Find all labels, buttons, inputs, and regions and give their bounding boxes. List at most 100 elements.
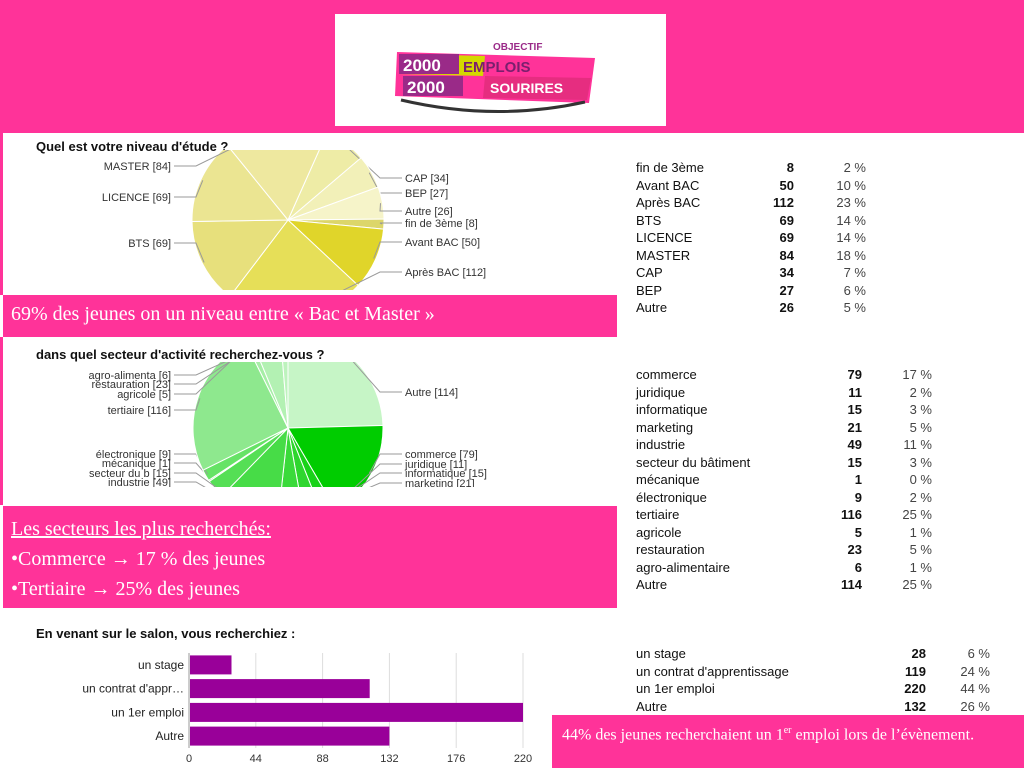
sector-stat-row: informatique 15 3 % <box>636 401 932 419</box>
bar-x-tick-label: 132 <box>380 753 398 765</box>
bar-category-label: un 1er emploi <box>111 705 184 719</box>
sector-stat-count: 6 <box>854 559 862 575</box>
sector-stat-pct: 11 % <box>903 437 932 452</box>
stats-table-sector: commerce 79 17 % juridique 11 2 % informatique… <box>636 366 932 594</box>
education-stat-pct: 2 % <box>843 160 866 175</box>
education-stat-count: 27 <box>779 282 794 298</box>
pie2-slice-label: marketing [21] <box>405 478 475 487</box>
education-stat-label: CAP <box>636 265 663 280</box>
goal-stat-row: Autre 132 26 % <box>636 698 990 716</box>
callout-sector-line2: •Tertiaire → 25% des jeunes <box>11 578 240 600</box>
sector-stat-label: juridique <box>636 384 686 400</box>
pie2-slice-label: électronique [9] <box>96 449 171 461</box>
pie1-leader-line <box>174 242 205 263</box>
callout-sector-title: Les secteurs les plus recherchés: <box>11 518 271 540</box>
pie1-slice <box>191 219 290 290</box>
bar-svg: 0 44 88 132 176 220 un stage un contrat d'appr…… <box>82 653 532 765</box>
bar-category-label: un contrat d'appr… <box>82 682 184 696</box>
sector-stat-row: agro-alimentaire 6 1 % <box>636 559 932 577</box>
callout-goal-suffix: emploi lors de l’évènement. <box>791 726 975 744</box>
pie2-slice-label: agricole [5] <box>117 389 171 401</box>
pie2-slice <box>287 424 384 487</box>
sector-stat-count: 11 <box>848 384 862 400</box>
pie2-slice <box>282 362 289 429</box>
education-stat-row: BTS 69 14 % <box>636 212 866 230</box>
pie2-leader-line <box>369 482 402 487</box>
pie2-slice <box>287 427 313 487</box>
pie1-slice <box>230 150 320 221</box>
bar-x-tick-label: 0 <box>186 753 192 765</box>
bar-category-label: un stage <box>138 658 184 672</box>
education-stat-pct: 5 % <box>843 300 866 315</box>
pie2-leader-line <box>174 362 226 376</box>
sector-stat-row: mécanique 1 0 % <box>636 471 932 489</box>
pie2-leader-line <box>174 362 231 395</box>
stats-table-goal: un stage 28 6 % un contrat d'apprentissage 1… <box>636 645 990 715</box>
logo-line1-number: 2000 <box>403 56 441 75</box>
education-stat-label: fin de 3ème <box>636 160 704 175</box>
education-stat-count: 112 <box>773 195 794 210</box>
education-stat-label: BTS <box>636 212 662 228</box>
pie1-svg: CAP [34] BEP [27] Autre [26]fin de 3ème [8… <box>102 150 486 290</box>
pie1-leader-line <box>373 241 402 259</box>
pie2-leader-line <box>354 463 402 487</box>
sector-stat-count: 116 <box>841 507 862 522</box>
pie2-slice <box>287 362 384 429</box>
pie1-slice-label: BTS [69] <box>128 238 171 250</box>
sector-stat-pct: 3 % <box>909 402 932 417</box>
callout-education-text: 69% des jeunes on un niveau entre « Bac … <box>11 303 435 325</box>
sector-stat-pct: 2 % <box>909 384 932 400</box>
goal-stat-count: 28 <box>911 646 926 661</box>
bar-x-tick-label: 44 <box>250 753 262 765</box>
pie1-title: Quel est votre niveau d'étude ? <box>36 139 229 154</box>
education-stat-count: 69 <box>779 212 794 228</box>
left-edge-strip <box>0 133 3 295</box>
sector-stat-label: électronique <box>636 489 707 505</box>
sector-stat-label: tertiaire <box>636 507 680 522</box>
education-stat-pct: 18 % <box>836 247 866 263</box>
pie1-slice-label: CAP [34] <box>405 173 449 185</box>
goal-stat-label: un stage <box>636 646 686 661</box>
sector-stat-count: 79 <box>847 367 862 382</box>
goal-stat-row: un 1er emploi 220 44 % <box>636 680 990 698</box>
sector-stat-label: informatique <box>636 402 708 417</box>
pie1-leader-line <box>174 180 204 198</box>
pie2-slice <box>287 427 323 487</box>
sector-stat-pct: 1 % <box>909 559 932 575</box>
pie1-slice-label: Autre [26] <box>405 206 453 218</box>
sector-stat-row: électronique 9 2 % <box>636 489 932 507</box>
pie2-slice-label: secteur du b [15] <box>89 468 171 480</box>
sector-stat-count: 23 <box>847 542 862 557</box>
pie1-leader-line <box>379 222 402 225</box>
goal-stat-pct: 6 % <box>967 646 990 661</box>
sector-stat-count: 114 <box>841 577 862 592</box>
sector-stat-row: Autre 114 25 % <box>636 576 932 594</box>
sector-stat-count: 21 <box>847 419 862 435</box>
education-stat-pct: 6 % <box>843 282 866 298</box>
education-stat-count: 26 <box>779 300 794 315</box>
pie2-slice <box>254 362 289 429</box>
callout-goal: 44% des jeunes recherchaient un 1er empl… <box>552 715 1024 768</box>
pie1-slice-label: BEP [27] <box>405 188 448 200</box>
pie2-slice <box>192 362 289 471</box>
pie2-title: dans quel secteur d'activité recherchez-… <box>36 347 325 362</box>
sector-stat-pct: 0 % <box>909 472 932 487</box>
bar-x-tick-label: 176 <box>447 753 465 765</box>
left-edge-strip-2 <box>0 337 3 505</box>
pie2-slice-label: restauration [23] <box>92 379 172 391</box>
pie2-leader-line <box>174 472 217 487</box>
sector-stat-label: agro-alimentaire <box>636 559 730 575</box>
pie2-slice-label: tertiaire [116] <box>108 405 171 417</box>
bar-rect <box>190 655 232 675</box>
goal-stat-label: Autre <box>636 698 668 714</box>
sector-stat-label: restauration <box>636 542 705 557</box>
pie1-leader-line <box>379 203 402 212</box>
education-stat-pct: 10 % <box>836 177 866 193</box>
education-stat-row: CAP 34 7 % <box>636 264 866 282</box>
pie1-slice-label: LICENCE [69] <box>102 192 171 204</box>
logo-line1-word: EMPLOIS <box>463 59 531 76</box>
logo: OBJECTIF 2000 EMPLOIS 2000 SOURIRES <box>335 14 666 126</box>
education-stat-row: MASTER 84 18 % <box>636 247 866 265</box>
pie1-slice-label: Avant BAC [50] <box>405 237 480 249</box>
bar-rect <box>190 702 523 722</box>
